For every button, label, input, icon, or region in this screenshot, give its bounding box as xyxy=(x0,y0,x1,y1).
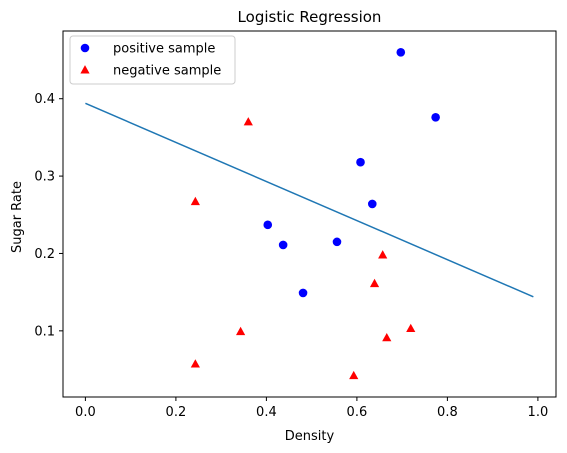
x-axis-label: Density xyxy=(285,429,335,444)
legend-triangle-marker xyxy=(80,65,90,74)
y-tick-label: 0.4 xyxy=(34,92,55,107)
positive-sample-point xyxy=(332,237,342,247)
y-tick-label: 0.2 xyxy=(34,247,55,262)
legend-entry-label: negative sample xyxy=(113,64,221,79)
x-tick-label: 0.8 xyxy=(437,405,458,420)
y-axis-ticks: 0.1 0.2 0.3 0.4 xyxy=(34,92,63,339)
legend-box xyxy=(69,35,236,85)
negative-sample-point xyxy=(236,326,246,336)
decision-boundary-line xyxy=(85,102,534,298)
legend-entry-label: positive sample xyxy=(113,42,215,57)
positive-sample-point xyxy=(367,199,377,209)
positive-sample-point xyxy=(396,47,406,57)
x-tick-label: 0.6 xyxy=(347,405,368,420)
legend: positive sample negative sample xyxy=(69,35,236,85)
negative-sample-point xyxy=(190,359,200,368)
series-layer xyxy=(85,47,534,380)
y-axis-label: Sugar Rate xyxy=(10,181,25,253)
negative-sample-point xyxy=(382,332,392,342)
legend-circle-marker xyxy=(80,43,90,53)
chart-title: Logistic Regression xyxy=(238,8,382,26)
negative-sample-point xyxy=(369,278,380,288)
x-axis-ticks: 0.0 0.2 0.4 0.6 0.8 1.0 xyxy=(75,397,548,420)
positive-sample-point xyxy=(298,288,308,298)
negative-sample-point xyxy=(406,323,416,332)
positive-sample-point xyxy=(263,220,273,230)
positive-sample-point xyxy=(356,157,365,167)
axes-frame xyxy=(62,30,557,398)
positive-sample-point xyxy=(431,112,440,122)
negative-sample-point xyxy=(378,250,388,259)
x-tick-label: 1.0 xyxy=(528,405,549,420)
y-tick-label: 0.3 xyxy=(34,170,55,185)
x-tick-label: 0.4 xyxy=(256,405,277,420)
positive-sample-point xyxy=(278,240,288,250)
y-tick-label: 0.1 xyxy=(34,324,55,339)
x-tick-label: 0.0 xyxy=(75,405,96,420)
negative-sample-point xyxy=(349,370,359,380)
x-tick-label: 0.2 xyxy=(166,405,187,420)
negative-sample-point xyxy=(190,196,200,206)
negative-sample-point xyxy=(243,117,253,126)
